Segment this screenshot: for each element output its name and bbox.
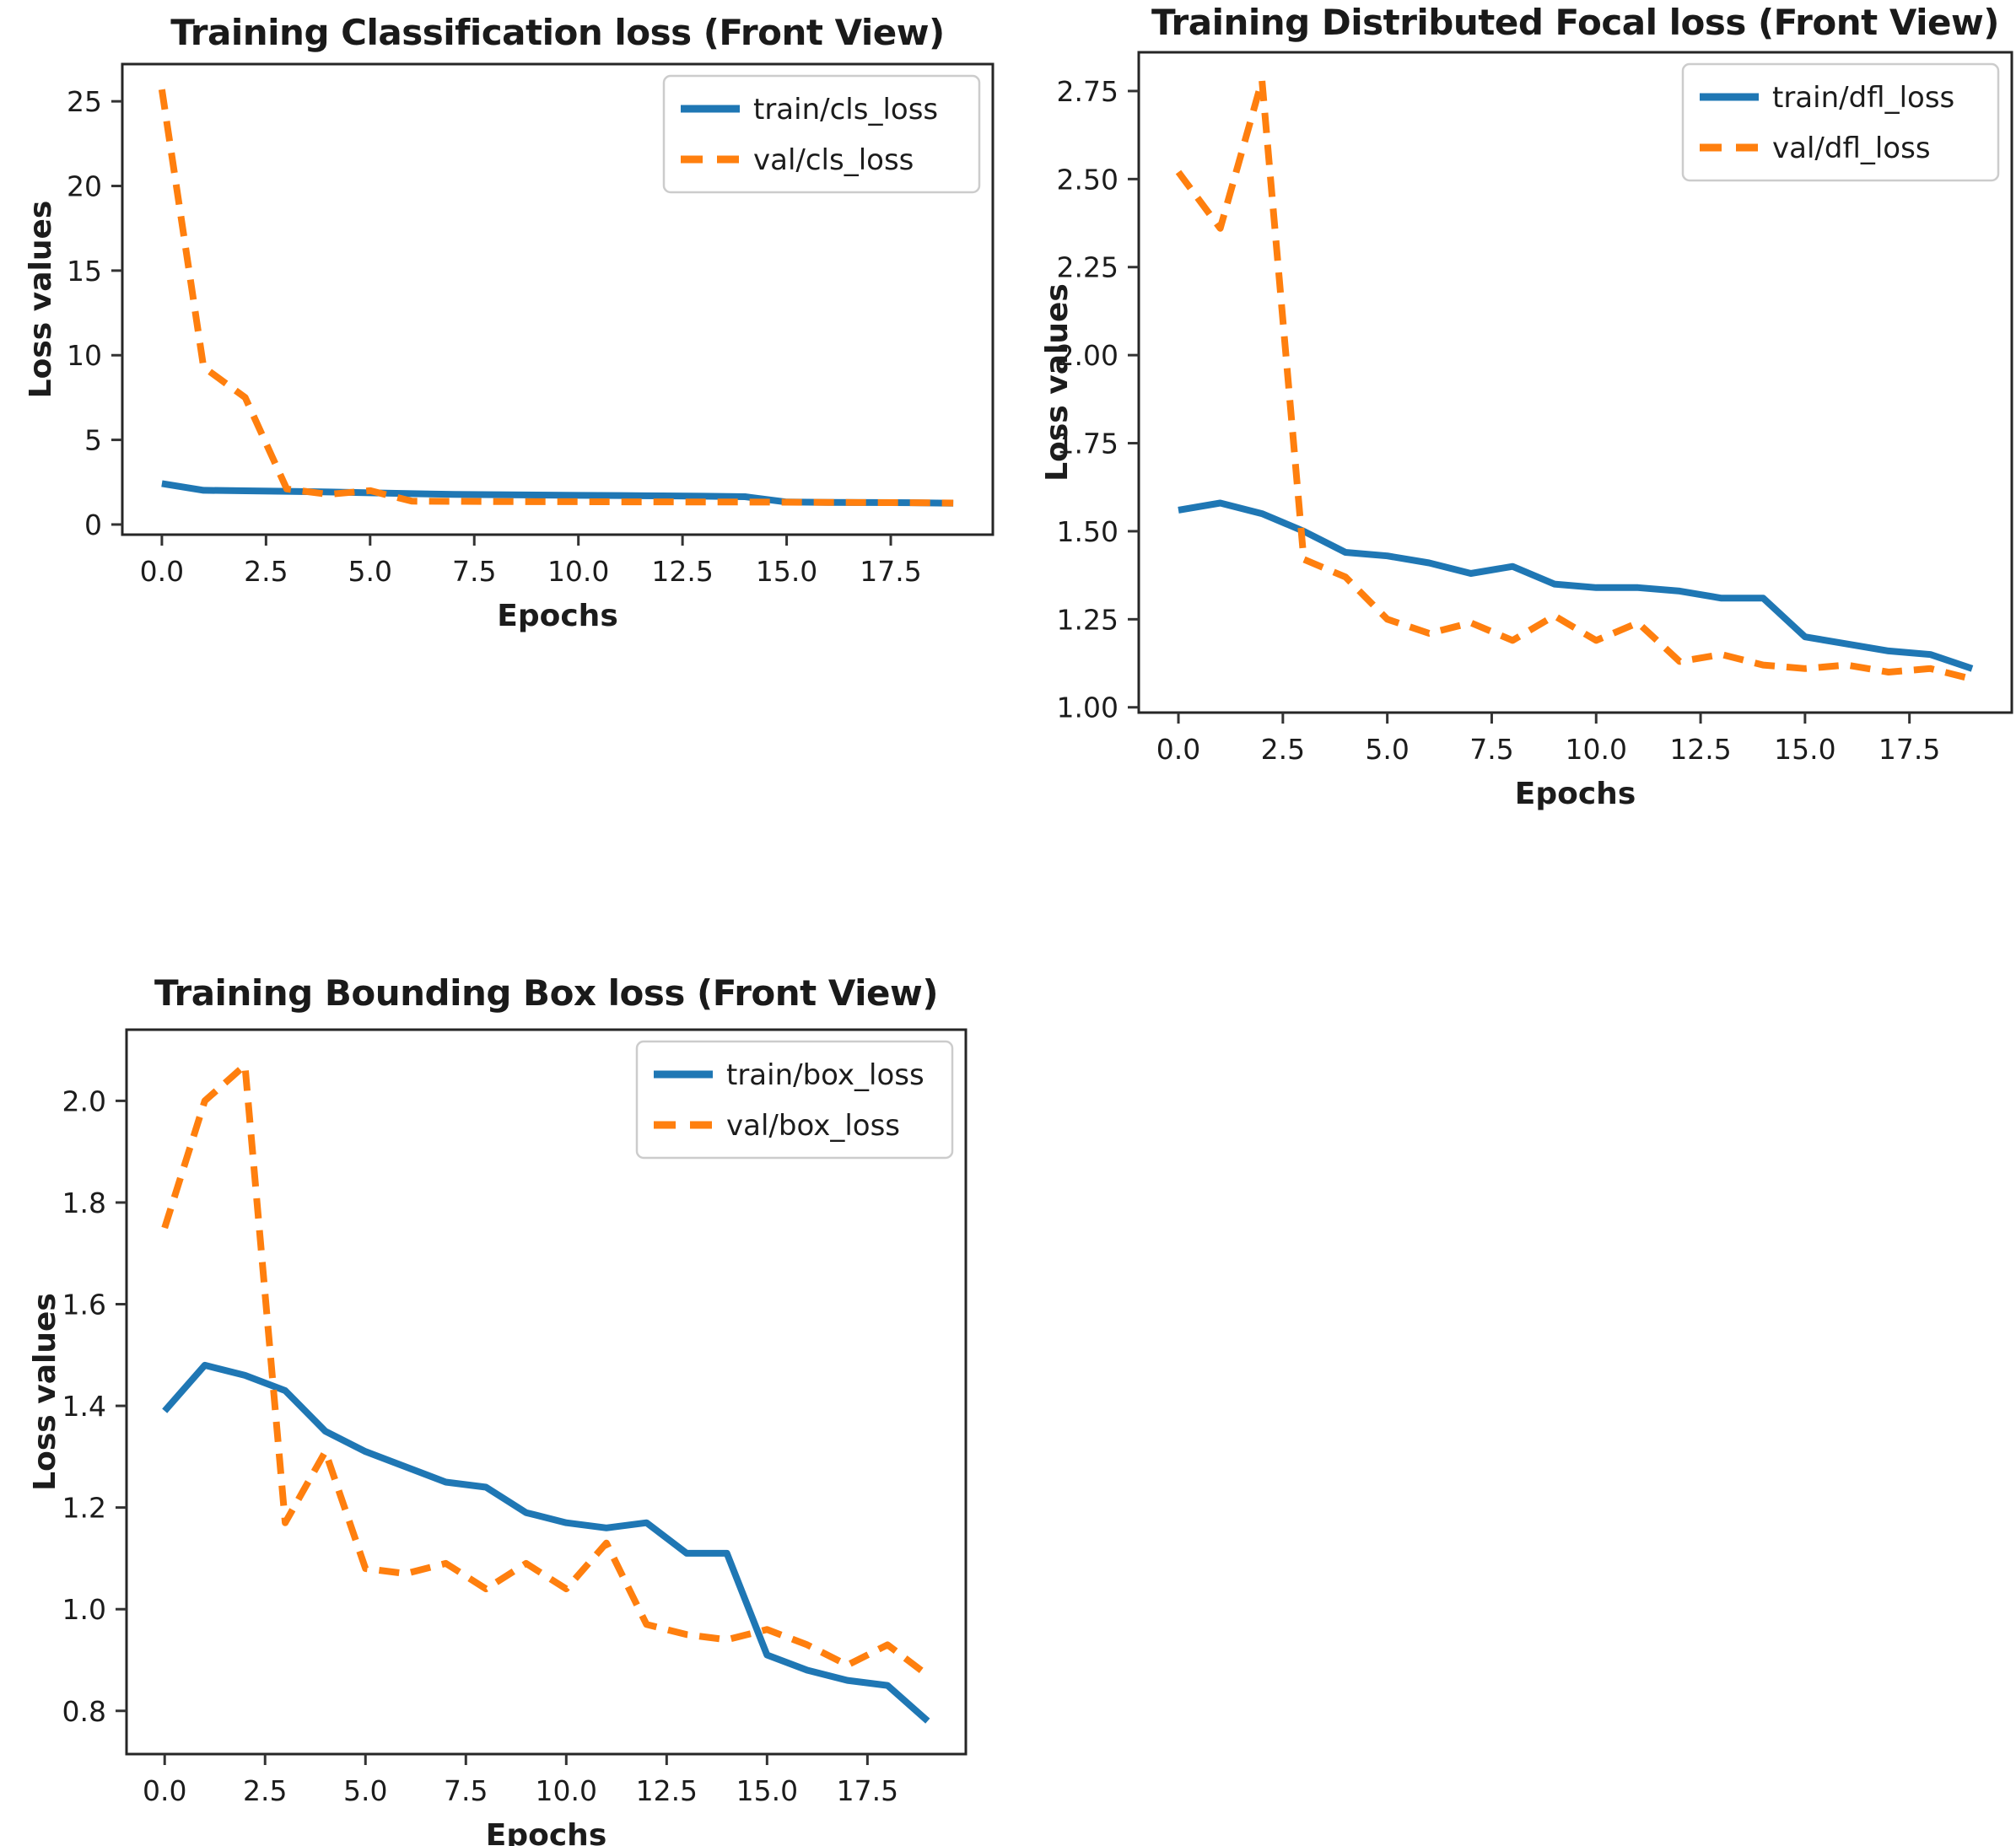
y-axis-label: Loss values (28, 1293, 62, 1491)
x-tick-label: 17.5 (860, 555, 921, 588)
x-tick-label: 17.5 (1879, 733, 1940, 766)
y-tick-label: 1.50 (1057, 515, 1119, 548)
y-tick-label: 1.2 (62, 1492, 106, 1525)
legend-label-val-dfl-loss: val/dfl_loss (1772, 132, 1931, 165)
legend (635, 1040, 954, 1160)
legend-label-train-box-loss: train/box_loss (726, 1058, 924, 1092)
x-tick-label: 2.5 (244, 555, 288, 588)
val-dfl-loss-line (1175, 77, 1973, 683)
distributed-focal-loss-chart-title: Training Distributed Focal loss (Front V… (1151, 2, 2000, 43)
x-tick-label: 7.5 (444, 1774, 488, 1807)
y-tick-label: 1.75 (1057, 428, 1119, 460)
distributed-focal-loss-chart: Training Distributed Focal loss (Front V… (1033, 0, 2016, 911)
y-tick-label: 5 (84, 424, 102, 457)
y-tick-label: 2.50 (1057, 163, 1119, 196)
train-dfl-loss-line (1178, 499, 1974, 672)
y-tick-label: 1.8 (62, 1187, 106, 1219)
bounding-box-loss-chart: Training Bounding Box loss (Front View) … (0, 940, 983, 1846)
y-tick-label: 25 (67, 85, 102, 118)
x-tick-label: 15.0 (1774, 733, 1835, 766)
y-tick-label: 1.25 (1057, 603, 1119, 636)
legend-label-train-cls-loss: train/cls_loss (753, 93, 938, 126)
x-tick-label: 2.5 (1261, 733, 1305, 766)
val-box-loss-line (161, 1062, 930, 1678)
x-tick-label: 10.0 (547, 555, 609, 588)
y-tick-label: 0.8 (62, 1695, 106, 1728)
distributed-focal-loss-plot: 0.0 2.5 5.0 7.5 10.0 12.5 15.0 17.5 1.00 1.25 1.50… (1040, 51, 2013, 811)
train-box-loss-line (162, 1361, 930, 1724)
x-tick-label: 0.0 (1156, 733, 1200, 766)
y-axis-label: Loss values (1040, 283, 1075, 482)
y-axis-label: Loss values (25, 201, 58, 399)
y-tick-label: 1.0 (62, 1593, 106, 1626)
classification-loss-plot: 0.0 2.5 5.0 7.5 10.0 12.5 15.0 17.5 0 5 10 15 20 25 Ep… (25, 62, 995, 633)
y-tick-label: 1.6 (62, 1289, 106, 1321)
legend-label-val-box-loss: val/box_loss (726, 1109, 900, 1143)
legend (1681, 62, 2000, 182)
x-tick-label: 10.0 (536, 1774, 597, 1807)
x-tick-label: 15.0 (736, 1774, 798, 1807)
x-tick-label: 12.5 (636, 1774, 698, 1807)
x-tick-label: 7.5 (452, 555, 496, 588)
y-tick-label: 2.25 (1057, 251, 1119, 284)
y-tick-label: 2.0 (62, 1084, 106, 1117)
x-tick-label: 17.5 (837, 1774, 898, 1807)
y-tick-label: 1.00 (1057, 692, 1119, 724)
x-axis-label: Epochs (1515, 777, 1636, 811)
x-tick-label: 2.5 (243, 1774, 287, 1807)
classification-loss-chart: Training Classification loss (Front View… (25, 5, 1008, 916)
x-tick-label: 10.0 (1566, 733, 1627, 766)
x-tick-label: 12.5 (651, 555, 713, 588)
x-tick-label: 7.5 (1469, 733, 1513, 766)
x-tick-label: 5.0 (1365, 733, 1409, 766)
x-tick-label: 12.5 (1669, 733, 1731, 766)
legend (662, 74, 981, 194)
x-tick-label: 5.0 (348, 555, 392, 588)
x-tick-label: 15.0 (756, 555, 817, 588)
val-cls-loss-line (158, 89, 954, 507)
y-tick-label: 10 (67, 339, 102, 372)
legend-label-val-cls-loss: val/cls_loss (753, 143, 914, 177)
bounding-box-loss-chart-title: Training Bounding Box loss (Front View) (154, 972, 939, 1014)
y-tick-label: 2.75 (1057, 75, 1119, 108)
bounding-box-loss-plot: 0.0 2.5 5.0 7.5 10.0 12.5 15.0 17.5 0.8 1.0 1.2 1.4… (28, 1028, 968, 1846)
x-tick-label: 0.0 (140, 555, 184, 588)
y-tick-label: 15 (67, 255, 102, 288)
y-tick-label: 2.00 (1057, 339, 1119, 372)
x-tick-label: 5.0 (343, 1774, 387, 1807)
x-tick-label: 0.0 (143, 1774, 186, 1807)
legend-label-train-dfl-loss: train/dfl_loss (1772, 81, 1954, 115)
y-tick-label: 0 (84, 509, 102, 541)
x-axis-label: Epochs (486, 1818, 607, 1846)
y-tick-label: 1.4 (62, 1390, 106, 1423)
x-axis-label: Epochs (497, 599, 618, 633)
y-tick-label: 20 (67, 170, 102, 203)
classification-loss-chart-title: Training Classification loss (Front View… (170, 12, 945, 53)
